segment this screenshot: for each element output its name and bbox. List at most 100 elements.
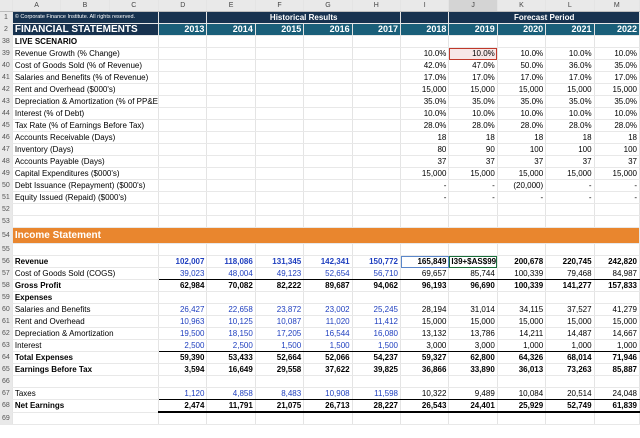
forecast-value[interactable] xyxy=(497,375,547,388)
historical-value[interactable]: 118,086 xyxy=(206,255,256,268)
empty-cell[interactable] xyxy=(545,35,595,48)
historical-value[interactable]: 29,558 xyxy=(255,363,305,376)
empty-cell[interactable] xyxy=(255,83,305,96)
empty-cell[interactable] xyxy=(448,203,498,216)
scenario-value[interactable]: 10.0% xyxy=(448,47,498,60)
historical-value[interactable]: 1,500 xyxy=(255,339,305,352)
scenario-value[interactable]: 35.0% xyxy=(545,95,595,108)
empty-cell[interactable] xyxy=(255,119,305,132)
column-header-k[interactable]: K xyxy=(497,0,547,12)
empty-cell[interactable] xyxy=(255,167,305,180)
forecast-value[interactable]: 157,833 xyxy=(594,279,640,292)
forecast-value[interactable]: 15,000 xyxy=(545,315,595,328)
row-header[interactable]: 47 xyxy=(0,143,13,156)
forecast-value[interactable]: 34,115 xyxy=(497,303,547,316)
empty-cell[interactable] xyxy=(352,203,402,216)
empty-cell[interactable] xyxy=(303,83,353,96)
empty-cell[interactable] xyxy=(400,412,450,425)
historical-value[interactable]: 1,500 xyxy=(352,339,402,352)
historical-value[interactable]: 89,687 xyxy=(303,279,353,292)
historical-value[interactable]: 150,772 xyxy=(352,255,402,268)
forecast-value[interactable]: 36,013 xyxy=(497,363,547,376)
row-header[interactable]: 45 xyxy=(0,119,13,132)
empty-cell[interactable] xyxy=(255,243,305,256)
scenario-value[interactable]: - xyxy=(545,191,595,204)
formula-edit-cell[interactable]: I39+$AS$99)) xyxy=(448,255,498,268)
empty-cell[interactable] xyxy=(448,35,498,48)
scenario-value[interactable]: 15,000 xyxy=(545,83,595,96)
scenario-value[interactable]: 10.0% xyxy=(545,107,595,120)
empty-cell[interactable] xyxy=(206,47,256,60)
forecast-value[interactable] xyxy=(448,375,498,388)
empty-cell[interactable] xyxy=(352,155,402,168)
historical-value[interactable]: 1,500 xyxy=(303,339,353,352)
empty-cell[interactable] xyxy=(255,95,305,108)
scenario-value[interactable]: 35.0% xyxy=(400,95,450,108)
empty-cell[interactable] xyxy=(352,179,402,192)
empty-cell[interactable] xyxy=(158,71,208,84)
empty-cell[interactable] xyxy=(303,167,353,180)
historical-value[interactable]: 23,872 xyxy=(255,303,305,316)
empty-cell[interactable] xyxy=(352,191,402,204)
forecast-value[interactable]: 10,084 xyxy=(497,387,547,400)
scenario-value[interactable]: - xyxy=(448,179,498,192)
historical-value[interactable]: 131,345 xyxy=(255,255,305,268)
historical-value[interactable] xyxy=(303,375,353,388)
scenario-value[interactable]: 15,000 xyxy=(448,83,498,96)
historical-value[interactable]: 25,245 xyxy=(352,303,402,316)
empty-cell[interactable] xyxy=(303,95,353,108)
row-header[interactable]: 61 xyxy=(0,315,13,328)
column-header-f[interactable]: F xyxy=(255,0,305,12)
empty-cell[interactable] xyxy=(497,35,547,48)
row-header[interactable]: 43 xyxy=(0,95,13,108)
historical-value[interactable]: 28,227 xyxy=(352,399,402,413)
historical-value[interactable]: 39,825 xyxy=(352,363,402,376)
historical-value[interactable]: 10,908 xyxy=(303,387,353,400)
empty-cell[interactable] xyxy=(158,191,208,204)
forecast-value[interactable]: 68,014 xyxy=(545,351,595,364)
historical-value[interactable]: 56,710 xyxy=(352,267,402,280)
forecast-value[interactable] xyxy=(400,375,450,388)
empty-cell[interactable] xyxy=(12,203,160,216)
historical-value[interactable]: 16,649 xyxy=(206,363,256,376)
row-header[interactable]: 57 xyxy=(0,267,13,280)
historical-value[interactable]: 2,500 xyxy=(206,339,256,352)
empty-cell[interactable] xyxy=(545,243,595,256)
year-header[interactable]: 2022 xyxy=(594,23,640,36)
row-header[interactable]: 41 xyxy=(0,71,13,84)
scenario-value[interactable]: 28.0% xyxy=(448,119,498,132)
empty-cell[interactable] xyxy=(158,131,208,144)
forecast-value[interactable]: 3,000 xyxy=(448,339,498,352)
forecast-value[interactable] xyxy=(545,291,595,304)
historical-value[interactable]: 11,598 xyxy=(352,387,402,400)
empty-cell[interactable] xyxy=(352,95,402,108)
year-header[interactable]: 2020 xyxy=(497,23,547,36)
empty-cell[interactable] xyxy=(206,412,256,425)
forecast-value[interactable]: 41,279 xyxy=(594,303,640,316)
forecast-value[interactable]: 165,849 xyxy=(400,255,450,268)
historical-value[interactable]: 19,500 xyxy=(158,327,208,340)
empty-cell[interactable] xyxy=(206,119,256,132)
empty-cell[interactable] xyxy=(206,95,256,108)
forecast-value[interactable]: 79,468 xyxy=(545,267,595,280)
empty-cell[interactable] xyxy=(352,47,402,60)
empty-cell[interactable] xyxy=(352,412,402,425)
empty-cell[interactable] xyxy=(255,155,305,168)
empty-cell[interactable] xyxy=(206,215,256,228)
forecast-value[interactable]: 24,048 xyxy=(594,387,640,400)
empty-cell[interactable] xyxy=(303,215,353,228)
empty-cell[interactable] xyxy=(594,35,640,48)
scenario-value[interactable]: 50.0% xyxy=(497,59,547,72)
empty-cell[interactable] xyxy=(255,191,305,204)
spreadsheet-grid[interactable]: A B C D E F G H I J K L M 1 © Corporate Finance Instit… xyxy=(0,0,640,425)
row-header[interactable]: 53 xyxy=(0,215,13,228)
column-header-l[interactable]: L xyxy=(545,0,595,12)
empty-cell[interactable] xyxy=(255,179,305,192)
forecast-value[interactable]: 71,946 xyxy=(594,351,640,364)
historical-value[interactable]: 3,594 xyxy=(158,363,208,376)
scenario-value[interactable]: 10.0% xyxy=(497,107,547,120)
year-header[interactable]: 2017 xyxy=(352,23,402,36)
historical-value[interactable]: 53,433 xyxy=(206,351,256,364)
empty-cell[interactable] xyxy=(12,243,160,256)
column-header-a[interactable]: A xyxy=(12,0,62,12)
